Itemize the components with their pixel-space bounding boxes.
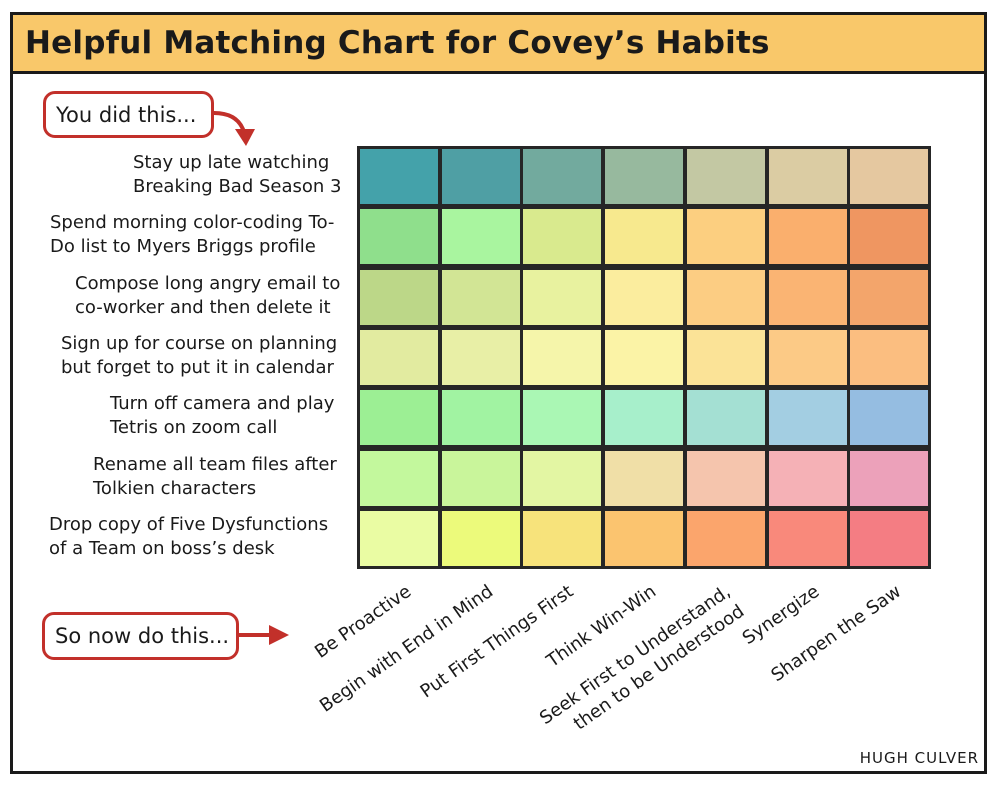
heatmap-cell (847, 146, 931, 207)
row-label-line: Compose long angry email to (75, 273, 341, 294)
heatmap-cell (602, 448, 686, 509)
heatmap-cell (357, 327, 441, 388)
title-bar: Helpful Matching Chart for Covey’s Habit… (10, 12, 987, 74)
heatmap-cell (684, 146, 768, 207)
row-label: Turn off camera and play Tetris on zoom c… (110, 392, 334, 440)
heatmap-cell (602, 146, 686, 207)
heatmap-cell (602, 508, 686, 569)
heatmap-cell (847, 267, 931, 328)
row-label-line: Tolkien characters (93, 478, 257, 499)
heatmap-cell (520, 146, 604, 207)
row-label: Compose long angry email to co-worker and… (75, 272, 340, 320)
callout-so-now-do-this: So now do this... (42, 612, 239, 660)
down-arrow-icon (213, 111, 255, 146)
heatmap-cell (602, 327, 686, 388)
callout-you-did-this: You did this... (43, 91, 214, 138)
heatmap-cell (357, 146, 441, 207)
row-label-line: Turn off camera and play (110, 393, 335, 414)
heatmap-cell (439, 206, 523, 267)
row-label-line: but forget to put it in calendar (61, 357, 334, 378)
heatmap-cell (847, 448, 931, 509)
heatmap-cell (684, 387, 768, 448)
heatmap-cell (602, 267, 686, 328)
row-label: Sign up for course on planning but forget… (61, 332, 337, 380)
heatmap-cell (439, 387, 523, 448)
row-label: Stay up late watching Breaking Bad Season… (133, 151, 341, 199)
heatmap-cell (520, 267, 604, 328)
heatmap-cell (684, 448, 768, 509)
heatmap-cell (439, 508, 523, 569)
row-label-line: Stay up late watching (133, 152, 330, 173)
heatmap-cell (520, 387, 604, 448)
row-label-line: Breaking Bad Season 3 (133, 176, 342, 197)
heatmap-cell (357, 448, 441, 509)
heatmap-cell (766, 206, 850, 267)
heatmap-cell (520, 327, 604, 388)
heatmap-cell (684, 508, 768, 569)
callout-you-did-this-text: You did this... (56, 102, 197, 127)
heatmap-cell (847, 387, 931, 448)
chart-title: Helpful Matching Chart for Covey’s Habit… (25, 25, 770, 61)
heatmap-cell (520, 508, 604, 569)
heatmap-cell (766, 146, 850, 207)
row-label-line: Do list to Myers Briggs profile (50, 236, 316, 257)
row-label-line: Tetris on zoom call (110, 417, 278, 438)
heatmap-cell (684, 206, 768, 267)
row-label-line: co-worker and then delete it (75, 297, 331, 318)
callout-so-now-do-this-text: So now do this... (55, 624, 230, 648)
heatmap-cell (439, 448, 523, 509)
heatmap-cell (766, 508, 850, 569)
row-label-line: Rename all team files after (93, 454, 337, 475)
heatmap-cell (520, 448, 604, 509)
heatmap-cell (602, 206, 686, 267)
heatmap-cell (439, 267, 523, 328)
heatmap-cell (766, 448, 850, 509)
heatmap-cell (439, 327, 523, 388)
row-label-line: Sign up for course on planning (61, 333, 338, 354)
row-label-line: Drop copy of Five Dysfunctions (49, 514, 329, 535)
heatmap-cell (847, 206, 931, 267)
row-label: Rename all team files after Tolkien chara… (93, 453, 337, 501)
heatmap-cell (357, 267, 441, 328)
heatmap-cell (766, 387, 850, 448)
heatmap-cell (766, 267, 850, 328)
heatmap-cell (357, 387, 441, 448)
row-label-line: Spend morning color-coding To- (50, 212, 335, 233)
heatmap-cell (847, 508, 931, 569)
row-label: Spend morning color-coding To- Do list to… (50, 211, 334, 259)
heatmap-cell (847, 327, 931, 388)
row-label: Drop copy of Five Dysfunctions of a Team … (49, 513, 328, 561)
heatmap-cell (357, 508, 441, 569)
right-arrow-icon (239, 625, 289, 645)
row-label-line: of a Team on boss’s desk (49, 538, 275, 559)
heatmap-cell (357, 206, 441, 267)
heatmap-cell (439, 146, 523, 207)
heatmap-cell (766, 327, 850, 388)
heatmap-cell (520, 206, 604, 267)
artist-credit: HUGH CULVER (859, 749, 979, 767)
heatmap-cell (684, 327, 768, 388)
heatmap-cell (684, 267, 768, 328)
heatmap-cell (602, 387, 686, 448)
